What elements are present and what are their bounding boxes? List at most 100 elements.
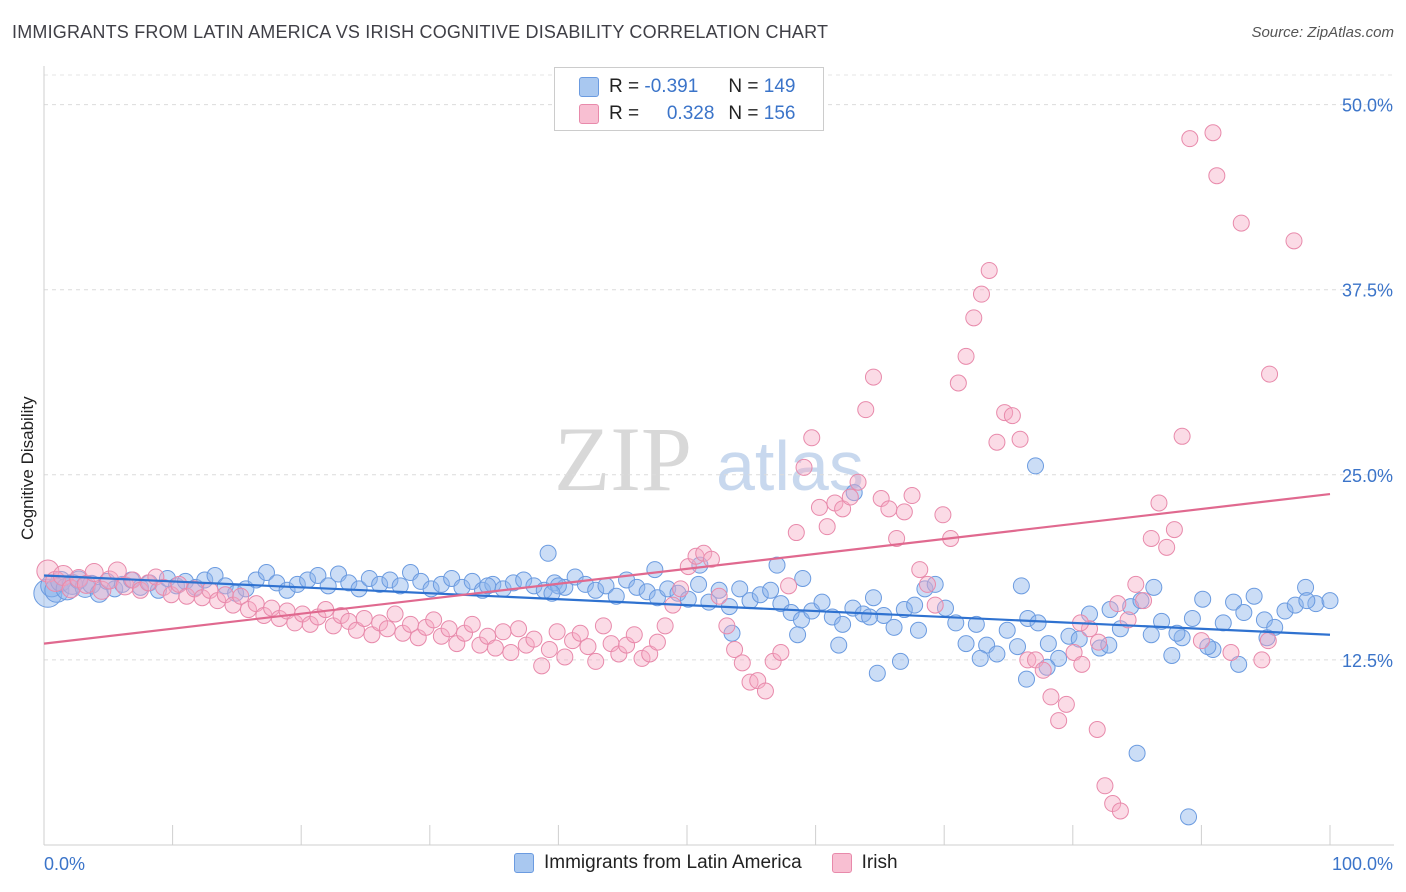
point-irish bbox=[625, 626, 643, 644]
point-irish bbox=[548, 623, 566, 641]
point-latin-america bbox=[1194, 590, 1212, 608]
point-irish bbox=[463, 615, 481, 633]
point-irish bbox=[1165, 521, 1183, 539]
point-latin-america bbox=[360, 569, 378, 587]
point-latin-america bbox=[751, 586, 769, 604]
point-latin-america bbox=[834, 615, 852, 633]
legend-swatch-blue bbox=[579, 77, 599, 97]
point-irish bbox=[965, 309, 983, 327]
point-irish bbox=[926, 596, 944, 614]
point-irish bbox=[980, 261, 998, 279]
point-irish bbox=[386, 605, 404, 623]
point-latin-america bbox=[957, 635, 975, 653]
point-irish bbox=[656, 617, 674, 635]
point-irish bbox=[355, 609, 373, 627]
point-latin-america bbox=[909, 621, 927, 639]
point-latin-america bbox=[1060, 627, 1078, 645]
y-tick-label: 25.0% bbox=[1342, 466, 1393, 486]
point-irish bbox=[170, 575, 188, 593]
point-latin-america bbox=[885, 618, 903, 636]
point-latin-america bbox=[371, 575, 389, 593]
point-irish bbox=[1204, 124, 1222, 142]
point-irish bbox=[1096, 777, 1114, 795]
point-irish bbox=[911, 561, 929, 579]
point-irish bbox=[1119, 611, 1137, 629]
point-latin-america bbox=[587, 581, 605, 599]
legend-r-value: -0.391 bbox=[644, 76, 699, 97]
point-latin-america bbox=[1019, 609, 1037, 627]
point-latin-america bbox=[1276, 602, 1294, 620]
point-latin-america bbox=[1050, 649, 1068, 667]
point-latin-america bbox=[762, 581, 780, 599]
point-irish bbox=[1158, 538, 1176, 556]
point-irish bbox=[587, 652, 605, 670]
point-latin-america bbox=[1245, 587, 1263, 605]
x-tick-label: 100.0% bbox=[1332, 854, 1393, 874]
point-latin-america bbox=[1081, 605, 1099, 623]
point-latin-america bbox=[646, 561, 664, 579]
point-latin-america bbox=[391, 577, 409, 595]
tick-labels: 12.5% 25.0% 37.5% 50.0% 0.0% 100.0% bbox=[44, 96, 1393, 874]
point-irish bbox=[756, 682, 774, 700]
chart-title: IMMIGRANTS FROM LATIN AMERICA VS IRISH C… bbox=[12, 22, 829, 42]
point-latin-america bbox=[504, 574, 522, 592]
x-tick-label: 0.0% bbox=[44, 854, 85, 874]
source-label: Source: ZipAtlas.com bbox=[1251, 24, 1394, 41]
legend-n-label: N = bbox=[728, 103, 759, 124]
point-latin-america bbox=[659, 580, 677, 598]
point-irish bbox=[1057, 695, 1075, 713]
point-latin-america bbox=[1180, 808, 1198, 826]
point-irish bbox=[378, 620, 396, 638]
legend-n-value: 149 bbox=[763, 76, 796, 97]
point-latin-america bbox=[868, 664, 886, 682]
y-tick-label: 50.0% bbox=[1342, 96, 1393, 116]
point-irish bbox=[1065, 644, 1083, 661]
point-latin-america bbox=[381, 571, 399, 589]
point-latin-america bbox=[628, 578, 646, 596]
point-irish bbox=[61, 579, 81, 599]
point-latin-america bbox=[1100, 636, 1118, 654]
point-irish bbox=[903, 487, 921, 505]
point-latin-america bbox=[1199, 638, 1217, 656]
point-irish bbox=[1208, 167, 1226, 185]
point-latin-america bbox=[1029, 614, 1047, 632]
point-irish bbox=[787, 524, 805, 542]
point-irish bbox=[425, 611, 443, 629]
legend-item-latin-america: Immigrants from Latin America bbox=[514, 852, 802, 874]
point-irish bbox=[1003, 407, 1021, 425]
point-irish bbox=[857, 401, 875, 419]
point-latin-america bbox=[813, 593, 831, 611]
stats-legend: R = -0.391 N = 149 R = 0.328 N = 156 bbox=[554, 67, 824, 131]
point-irish bbox=[834, 500, 852, 518]
point-latin-america bbox=[998, 621, 1016, 639]
point-latin-america bbox=[1009, 638, 1027, 656]
point-latin-america bbox=[1018, 670, 1036, 688]
point-irish bbox=[1150, 494, 1168, 512]
point-irish bbox=[648, 633, 666, 651]
point-latin-america bbox=[864, 589, 882, 607]
point-latin-america bbox=[1128, 744, 1146, 762]
legend-label-series1: Immigrants from Latin America bbox=[544, 852, 802, 873]
point-irish bbox=[1042, 688, 1060, 706]
point-irish bbox=[641, 645, 659, 663]
point-latin-america bbox=[1298, 592, 1316, 610]
point-latin-america bbox=[1183, 609, 1201, 627]
point-irish bbox=[1253, 651, 1271, 669]
legend-swatch-blue bbox=[514, 853, 534, 873]
point-irish bbox=[918, 575, 936, 593]
point-irish bbox=[795, 458, 813, 476]
point-irish bbox=[780, 577, 798, 595]
point-irish bbox=[525, 630, 543, 648]
point-latin-america bbox=[690, 575, 708, 593]
point-irish bbox=[949, 374, 967, 392]
point-latin-america bbox=[1091, 639, 1109, 657]
point-latin-america bbox=[539, 544, 557, 562]
legend-n-label: N = bbox=[728, 76, 759, 97]
point-latin-america bbox=[916, 580, 934, 598]
legend-row-series1: R = -0.391 N = 149 bbox=[579, 74, 795, 100]
point-latin-america bbox=[1145, 578, 1163, 596]
point-latin-america bbox=[1230, 655, 1248, 673]
point-irish bbox=[1222, 644, 1240, 661]
point-irish bbox=[772, 644, 790, 661]
